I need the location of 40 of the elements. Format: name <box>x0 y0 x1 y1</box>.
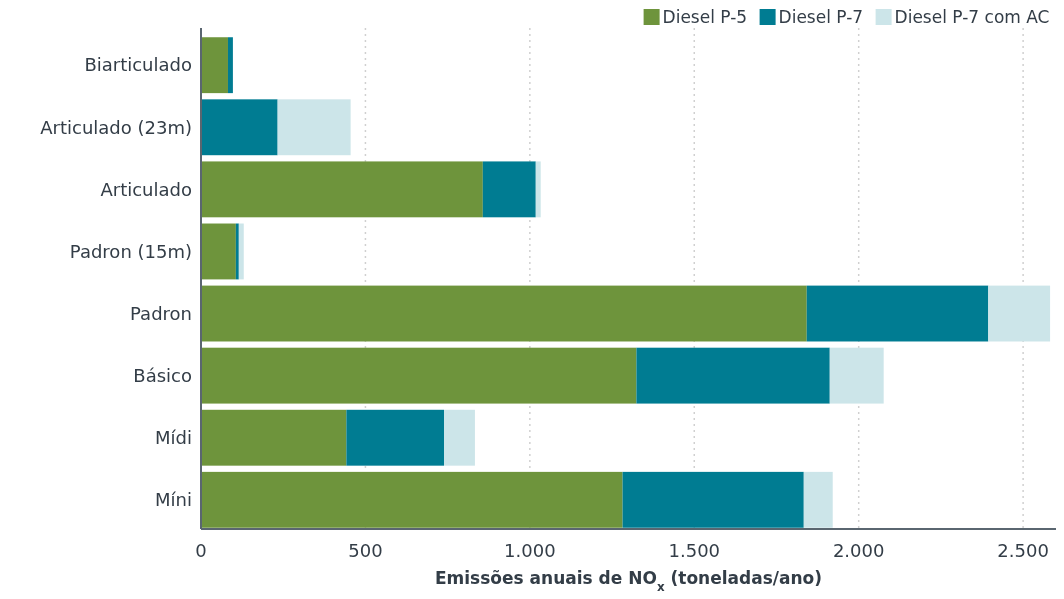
y-tick-label: Padron (15m) <box>69 240 192 262</box>
bar <box>227 37 233 94</box>
x-tick-label: 2.000 <box>832 540 885 561</box>
bar <box>201 161 483 218</box>
x-tick-label: 2.500 <box>997 540 1049 561</box>
bar <box>988 285 1051 342</box>
x-axis-title: Emissões anuais de NO$_{x}$ (toneladas/ano) <box>434 568 823 594</box>
bar <box>806 285 989 342</box>
bar <box>535 161 541 218</box>
bar <box>829 347 884 404</box>
legend-label: Diesel P-5 <box>662 7 748 27</box>
x-tick-label: 1.000 <box>504 540 556 561</box>
bar <box>201 347 637 404</box>
y-tick-label: Míni <box>155 489 192 511</box>
bar <box>201 409 347 466</box>
bar <box>803 471 833 528</box>
bar <box>636 347 830 404</box>
y-tick-label: Padron <box>130 302 192 324</box>
bar <box>201 285 807 342</box>
bar <box>444 409 475 466</box>
bar <box>238 223 244 280</box>
x-tick-label: 1.500 <box>668 540 721 561</box>
x-tick-label: 0 <box>195 540 207 561</box>
bar <box>201 99 278 156</box>
bar <box>201 37 228 94</box>
bar <box>277 99 351 156</box>
bar <box>482 161 536 218</box>
y-tick-label: Mídi <box>155 427 192 449</box>
y-tick-label: Básico <box>133 364 192 386</box>
bar <box>235 223 239 280</box>
bar <box>201 471 623 528</box>
legend-label: Diesel P-7 <box>778 7 864 27</box>
x-tick-label: 500 <box>348 540 383 561</box>
bar <box>622 471 804 528</box>
y-tick-label: Articulado <box>100 178 192 200</box>
bar <box>201 223 236 280</box>
legend-label: Diesel P-7 com AC <box>894 7 1050 27</box>
y-tick-label: Articulado (23m) <box>40 116 192 138</box>
bar <box>346 409 445 466</box>
y-tick-label: Biarticulado <box>84 54 192 76</box>
